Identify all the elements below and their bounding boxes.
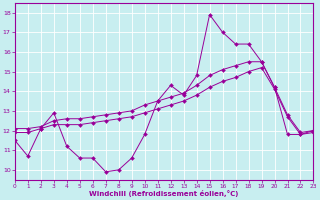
X-axis label: Windchill (Refroidissement éolien,°C): Windchill (Refroidissement éolien,°C): [90, 190, 239, 197]
